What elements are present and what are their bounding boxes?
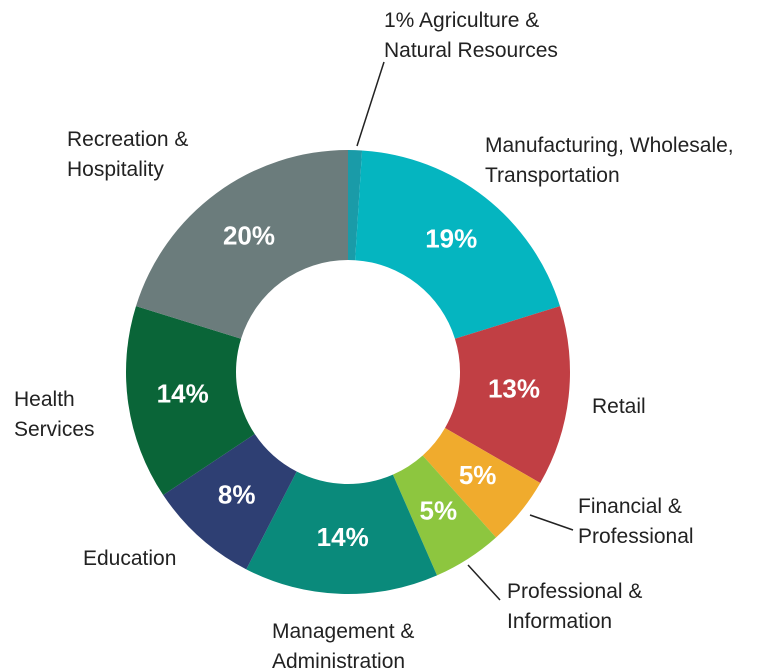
category-text: Retail [592,395,646,418]
donut-slice [392,455,497,576]
value-label: 14% [157,379,209,409]
donut-slice [422,428,541,538]
leader-line [529,514,574,531]
category-label: Education [83,544,203,574]
leader-line [467,564,501,601]
leader-line [356,61,385,147]
donut-slice [163,434,297,570]
category-text: Professional & Information [507,580,643,633]
donut-slice [136,150,348,339]
donut-slice [348,150,363,261]
value-label: 14% [317,522,369,552]
category-text: Health Services [14,388,95,441]
value-label: 1% [384,9,415,32]
donut-slice [444,306,570,483]
category-label: 1% Agriculture & Natural Resources [384,6,584,66]
value-label: 13% [488,373,540,403]
category-label: Health Services [14,385,109,445]
donut-slice [355,150,560,339]
category-text: Financial & Professional [578,495,694,548]
category-text: Manufacturing, Wholesale, Transportation [485,134,734,187]
category-text: Education [83,547,177,570]
category-text: Agriculture & Natural Resources [384,9,558,62]
category-label: Retail [592,392,672,422]
value-label: 20% [223,220,275,250]
value-label: 5% [419,495,457,525]
donut-slice [126,306,255,495]
category-label: Management & Administration [272,617,442,671]
value-label: 19% [425,224,477,254]
category-label: Manufacturing, Wholesale, Transportation [485,131,772,191]
category-text: Management & Administration [272,620,415,671]
category-text: Recreation & Hospitality [67,128,189,181]
donut-slice [246,471,438,595]
value-label: 8% [218,479,256,509]
category-label: Professional & Information [507,577,667,637]
value-label: 5% [459,460,497,490]
category-label: Recreation & Hospitality [67,125,217,185]
category-label: Financial & Professional [578,492,718,552]
